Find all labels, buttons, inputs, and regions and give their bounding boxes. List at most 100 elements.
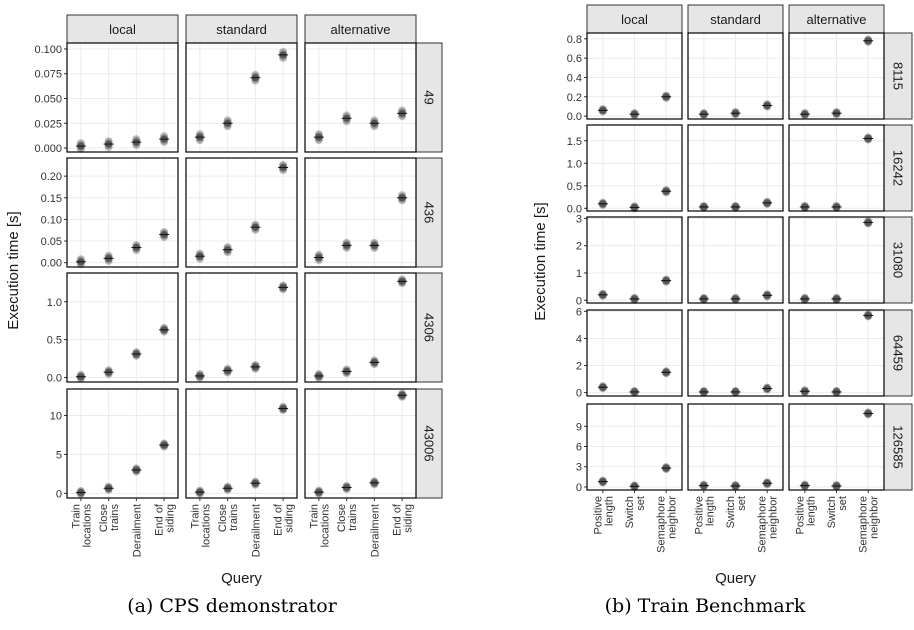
y-tick-label: 2: [576, 361, 582, 373]
panel-frame: [66, 388, 179, 499]
y-tick-label: 0.000: [34, 143, 62, 155]
y-tick-label: 0.5: [567, 181, 582, 193]
x-tick-line: Positive: [693, 496, 705, 535]
panel-frame: [66, 272, 179, 383]
y-tick-label: 0.0: [567, 203, 582, 215]
panel-bg: [67, 43, 178, 152]
row-strip-49: [415, 42, 443, 153]
x-tick-label-derailment: Derailment: [250, 504, 262, 557]
x-tick-line: locations: [81, 504, 93, 548]
y-tick-label: 0: [576, 295, 582, 307]
y-tick-label: 9: [576, 421, 582, 433]
facet-strip-local: [66, 14, 179, 44]
x-tick-label-train-locations: Trainlocations: [189, 504, 212, 548]
x-tick-label-positive-length: Positivelength: [592, 496, 615, 535]
y-tick-label: 1.0: [567, 158, 582, 170]
y-tick-label: 0.8: [567, 34, 582, 46]
x-tick-line: Derailment: [369, 504, 381, 557]
x-tick-label-semaphore-neighbor: Semaphoreneighbor: [656, 496, 679, 553]
x-tick-label-positive-length: Positivelength: [794, 496, 817, 535]
y-tick-label: 1.0: [47, 297, 62, 309]
x-tick-label-derailment: Derailment: [131, 504, 143, 557]
x-tick-label-end-of-siding: End ofsiding: [273, 503, 296, 536]
x-tick-line: Derailment: [250, 504, 262, 557]
panel-bg: [67, 389, 178, 498]
x-tick-line: Switch: [624, 496, 636, 528]
x-tick-line: length: [603, 496, 615, 526]
x-tick-label-close-trains: Closetrains: [98, 504, 121, 533]
panel-frame: [66, 157, 179, 268]
x-tick-label-derailment: Derailment: [369, 504, 381, 557]
panel-bg: [186, 273, 297, 382]
x-tick-line: siding: [165, 504, 177, 533]
row-strip-16242: [883, 124, 913, 212]
row-strip-43006: [415, 388, 443, 499]
x-tick-line: trains: [228, 504, 240, 531]
panel-frame: [304, 388, 417, 499]
y-tick-label: 0.5: [47, 335, 62, 347]
panel-frame: [185, 42, 298, 153]
x-tick-line: trains: [347, 504, 359, 531]
y-tick-label: 0.20: [41, 171, 62, 183]
x-tick-line: Positive: [592, 496, 604, 535]
caption-b: (b) Train Benchmark: [605, 595, 806, 617]
facet-strip-local: [586, 4, 683, 34]
x-tick-line: Semaphore: [656, 496, 668, 553]
panel-bg: [305, 273, 416, 382]
facet-strip-alternative: [788, 4, 885, 34]
y-tick-label: 3: [576, 462, 582, 474]
caption-a: (a) CPS demonstrator: [127, 595, 338, 617]
facet-label-local: local: [109, 22, 136, 37]
y-tick-label: 10: [50, 410, 62, 422]
x-tick-label-close-trains: Closetrains: [217, 504, 240, 533]
row-strip-8115: [883, 32, 913, 120]
x-tick-line: neighbor: [667, 496, 679, 539]
y-tick-label: 0.0: [567, 111, 582, 123]
panel-frame: [304, 157, 417, 268]
row-label-64459: 64459: [891, 335, 906, 371]
x-tick-label-switch-set: Switchset: [725, 496, 748, 528]
panel-frame: [304, 272, 417, 383]
x-axis-title: Query: [715, 570, 756, 587]
y-tick-label: 0: [576, 388, 582, 400]
x-tick-label-end-of-siding: End ofsiding: [154, 503, 177, 536]
y-axis-title: Execution time [s]: [532, 202, 549, 320]
x-tick-line: Switch: [826, 496, 838, 528]
y-tick-label: 0.4: [567, 72, 582, 84]
x-tick-label-switch-set: Switchset: [826, 496, 849, 528]
chart-cps-demonstrator: local standard alternative490.0000.0250.05…: [5, 14, 443, 587]
x-tick-line: locations: [200, 504, 212, 548]
x-tick-line: Close: [98, 504, 110, 532]
row-strip-4306: [415, 272, 443, 383]
x-tick-label-train-locations: Trainlocations: [70, 504, 93, 548]
x-tick-line: neighbor: [768, 496, 780, 539]
y-tick-label: 6: [576, 306, 582, 318]
y-tick-label: 0: [56, 488, 62, 500]
panel-frame: [185, 157, 298, 268]
panel-bg: [67, 273, 178, 382]
x-tick-line: Train: [70, 504, 82, 529]
row-label-436: 436: [422, 202, 437, 224]
panel-frame: [66, 42, 179, 153]
facet-strip-standard: [185, 14, 298, 44]
panel-frame: [586, 124, 683, 212]
panel-bg: [67, 158, 178, 267]
y-tick-label: 0.025: [34, 118, 62, 130]
panel-frame: [586, 216, 683, 304]
y-tick-label: 1.5: [567, 136, 582, 148]
x-tick-label-positive-length: Positivelength: [693, 496, 716, 535]
row-label-49: 49: [422, 90, 437, 104]
panel-bg: [305, 389, 416, 498]
panel-frame: [788, 124, 885, 212]
x-tick-line: Semaphore: [757, 496, 769, 553]
x-tick-line: Close: [217, 504, 229, 532]
x-tick-label-semaphore-neighbor: Semaphoreneighbor: [858, 496, 881, 553]
x-tick-line: Close: [336, 504, 348, 532]
panel-bg: [305, 158, 416, 267]
row-label-4306: 4306: [422, 313, 437, 342]
y-tick-label: 0.100: [34, 44, 62, 56]
panel-frame: [304, 42, 417, 153]
panel-frame: [586, 32, 683, 120]
panel-frame: [687, 309, 784, 397]
y-tick-label: 0.075: [34, 69, 62, 81]
